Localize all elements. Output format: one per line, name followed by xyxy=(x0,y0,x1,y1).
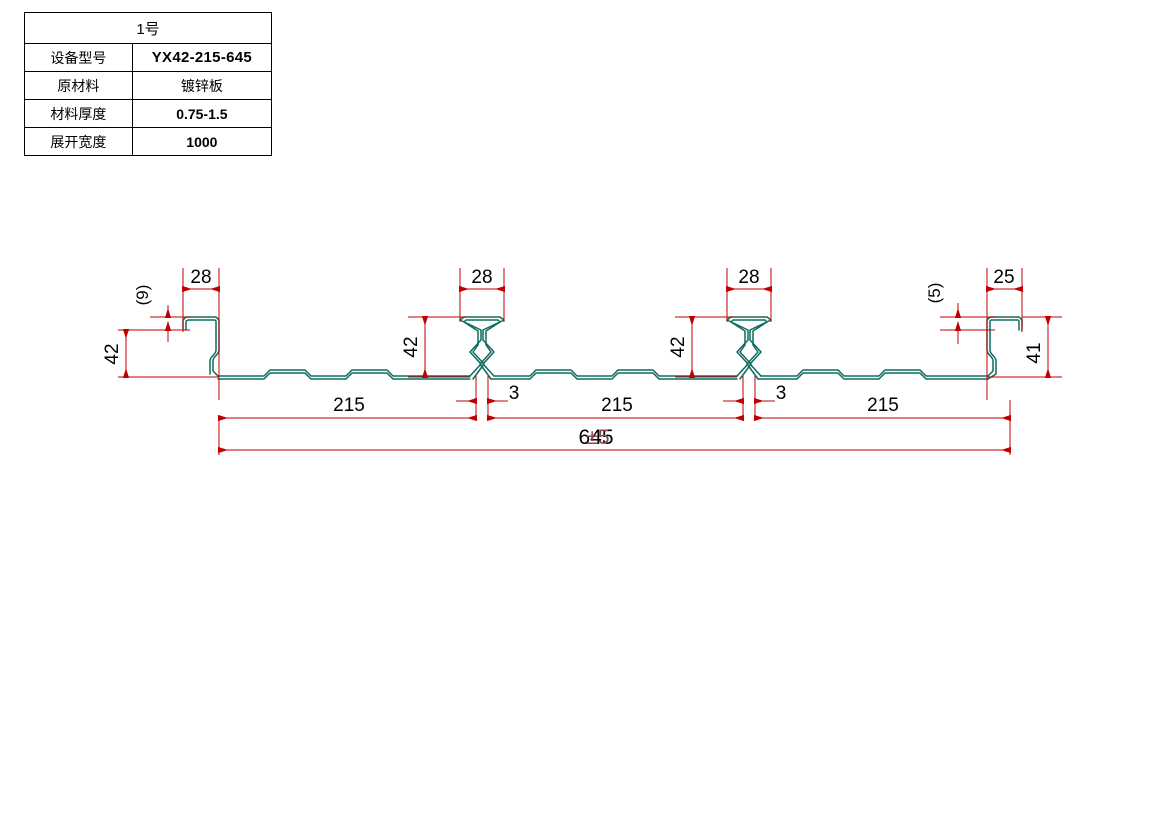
panel-section-3-inner xyxy=(757,372,989,380)
sheet-profile xyxy=(182,316,1023,380)
panel-section-2-outer xyxy=(493,369,738,377)
dim-label-3-rib1: 3 xyxy=(509,383,520,404)
dim-label-28-left: 28 xyxy=(190,267,211,288)
panel-section-3-outer xyxy=(760,369,989,377)
panel-section-1-inner xyxy=(217,372,471,380)
rib-1-outer xyxy=(459,316,505,377)
rib-1 xyxy=(459,316,505,380)
dim-label-28-rib1: 28 xyxy=(471,267,492,288)
panel-section-2-inner xyxy=(490,372,738,380)
dim-label-overall: 645 xyxy=(578,426,613,449)
table-row-title: 1号 xyxy=(24,12,272,44)
rib-2-outer xyxy=(726,316,772,377)
right-edge-profile-outer xyxy=(986,316,1023,377)
dim-label-215-3: 215 xyxy=(867,395,899,416)
table-row: 展开宽度 1000 xyxy=(24,127,273,156)
spec-label-coil-width: 展开宽度 xyxy=(24,127,133,156)
rib-2-inner xyxy=(730,319,768,380)
dim-label-25-right: 25 xyxy=(993,267,1014,288)
dim-label-42-rib2: 42 xyxy=(668,336,689,357)
spec-table: 1号 设备型号 YX42-215-645 原材料 镀锌板 材料厚度 0.75-1… xyxy=(24,12,273,156)
rib-1-inner xyxy=(463,319,501,380)
right-edge-profile-inner xyxy=(987,319,1020,380)
left-edge-profile-inner xyxy=(185,319,217,375)
spec-value-coil-width: 1000 xyxy=(131,127,273,156)
dim-label-5-right: (5) xyxy=(925,283,944,304)
dim-label-215-1: 215 xyxy=(333,395,365,416)
dim-label-3-rib2: 3 xyxy=(776,383,787,404)
panel-section-1-outer xyxy=(217,369,471,377)
spec-value-material: 镀锌板 xyxy=(131,71,273,100)
table-row: 设备型号 YX42-215-645 xyxy=(24,43,273,72)
dim-label-42-rib1: 42 xyxy=(401,336,422,357)
dim-label-41-right: 41 xyxy=(1024,342,1045,363)
dim-label-215-2: 215 xyxy=(601,395,633,416)
rib-2 xyxy=(726,316,772,380)
dim-label-42-left: 42 xyxy=(102,343,123,364)
dim-label-28-rib2: 28 xyxy=(738,267,759,288)
left-edge-profile-outer xyxy=(182,316,220,377)
table-row: 材料厚度 0.75-1.5 xyxy=(24,99,273,128)
dimension-labels: 28 (9) 42 28 42 3 28 42 3 25 (5) 41 215 … xyxy=(102,267,1045,449)
dim-label-overall-tolerance: ±5 xyxy=(586,426,609,449)
spec-table-title: 1号 xyxy=(24,12,272,44)
spec-label-thickness: 材料厚度 xyxy=(24,99,133,128)
spec-value-thickness: 0.75-1.5 xyxy=(131,99,273,128)
dimension-lines xyxy=(118,268,1062,455)
dim-label-9-left: (9) xyxy=(133,285,152,306)
spec-label-model: 设备型号 xyxy=(24,43,133,72)
spec-value-model: YX42-215-645 xyxy=(131,43,273,72)
